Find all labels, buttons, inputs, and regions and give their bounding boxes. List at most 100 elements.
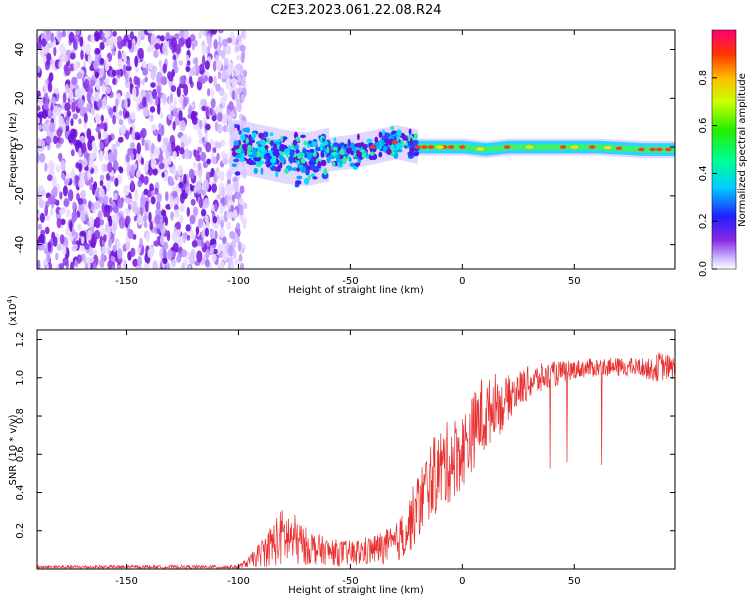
noise-speck bbox=[55, 165, 61, 173]
noise-speck bbox=[99, 180, 104, 187]
signal-envelope bbox=[366, 131, 370, 166]
noise-speck bbox=[236, 63, 242, 71]
noise-speck bbox=[133, 215, 137, 222]
noise-speck bbox=[192, 123, 199, 130]
signal-blob bbox=[312, 176, 318, 180]
noise-speck bbox=[55, 252, 59, 261]
signal-envelope bbox=[318, 129, 322, 184]
noise-speck bbox=[164, 216, 168, 227]
signal-blob bbox=[290, 149, 296, 154]
noise-speck bbox=[129, 31, 134, 40]
noise-speck bbox=[217, 70, 222, 80]
signal-blob bbox=[300, 166, 307, 173]
noise-speck bbox=[156, 103, 161, 115]
noise-speck bbox=[104, 30, 111, 39]
x-tick-label: 0 bbox=[459, 276, 465, 287]
noise-speck bbox=[209, 247, 214, 254]
noise-speck bbox=[56, 217, 62, 229]
noise-speck bbox=[193, 169, 199, 176]
noise-speck bbox=[242, 69, 248, 78]
noise-speck bbox=[186, 60, 191, 66]
noise-speck bbox=[53, 46, 57, 57]
noise-speck bbox=[162, 241, 169, 250]
noise-speck bbox=[112, 244, 117, 252]
noise-speck bbox=[177, 165, 184, 177]
noise-speck bbox=[136, 247, 141, 254]
noise-speck bbox=[116, 240, 121, 250]
noise-speck bbox=[172, 54, 177, 61]
noise-speck bbox=[118, 119, 124, 126]
signal-blob bbox=[354, 162, 361, 166]
noise-speck bbox=[47, 241, 52, 253]
noise-speck bbox=[109, 197, 113, 205]
noise-speck bbox=[52, 186, 58, 198]
noise-speck bbox=[46, 251, 51, 263]
noise-speck bbox=[94, 91, 100, 102]
noise-speck bbox=[196, 250, 203, 263]
signal-blob bbox=[264, 144, 269, 150]
signal-envelope bbox=[283, 130, 287, 184]
signal-band-inner bbox=[583, 144, 586, 150]
noise-speck bbox=[68, 31, 75, 43]
noise-speck bbox=[190, 198, 196, 206]
noise-speck bbox=[214, 203, 218, 211]
signal-blob bbox=[408, 128, 412, 135]
signal-band-inner bbox=[522, 144, 526, 150]
noise-speck bbox=[171, 69, 176, 78]
noise-speck bbox=[52, 236, 58, 248]
signal-blob bbox=[307, 174, 311, 180]
noise-speck bbox=[185, 224, 191, 232]
signal-band-inner bbox=[632, 146, 636, 152]
noise-speck bbox=[204, 75, 208, 82]
noise-speck bbox=[60, 218, 66, 225]
noise-speck bbox=[58, 60, 62, 70]
noise-speck bbox=[153, 49, 159, 58]
signal-blob bbox=[345, 147, 353, 154]
noise-speck bbox=[188, 168, 195, 180]
noise-speck bbox=[99, 174, 105, 181]
noise-speck bbox=[62, 92, 67, 103]
noise-speck bbox=[232, 249, 237, 260]
noise-speck bbox=[149, 221, 153, 231]
noise-speck bbox=[84, 242, 90, 250]
noise-speck bbox=[149, 114, 154, 122]
y-tick-label: 0.2 bbox=[15, 523, 26, 539]
y-tick-label: 20 bbox=[13, 91, 26, 105]
noise-speck bbox=[105, 36, 110, 47]
signal-blob bbox=[323, 141, 329, 146]
noise-speck bbox=[68, 189, 74, 202]
noise-speck bbox=[200, 98, 207, 106]
noise-speck bbox=[112, 78, 116, 85]
noise-speck bbox=[104, 77, 110, 85]
noise-speck bbox=[74, 243, 78, 250]
colorbar-tick-label: 0.4 bbox=[698, 165, 709, 181]
noise-speck bbox=[102, 131, 109, 139]
signal-band-inner bbox=[645, 146, 649, 153]
snr-series-line bbox=[37, 352, 675, 569]
noise-speck bbox=[137, 180, 143, 188]
signal-blob bbox=[308, 140, 312, 144]
noise-speck bbox=[189, 254, 195, 266]
signal-blob bbox=[333, 142, 339, 147]
signal-blob bbox=[273, 143, 277, 150]
noise-speck bbox=[94, 216, 101, 229]
signal-warm bbox=[435, 145, 444, 149]
signal-blob bbox=[409, 138, 413, 146]
signal-blob bbox=[272, 149, 280, 157]
noise-speck bbox=[45, 59, 51, 66]
noise-speck bbox=[226, 37, 233, 44]
noise-speck bbox=[114, 214, 120, 226]
noise-speck bbox=[221, 71, 227, 80]
noise-speck bbox=[190, 110, 196, 122]
noise-speck bbox=[76, 254, 82, 264]
noise-speck bbox=[67, 133, 75, 143]
noise-speck bbox=[240, 94, 245, 103]
signal-blob bbox=[339, 160, 343, 166]
noise-speck bbox=[37, 184, 44, 192]
noise-speck bbox=[76, 223, 82, 232]
signal-blob bbox=[357, 133, 360, 141]
noise-speck bbox=[59, 191, 63, 200]
noise-speck bbox=[235, 43, 240, 52]
noise-speck bbox=[72, 113, 79, 120]
